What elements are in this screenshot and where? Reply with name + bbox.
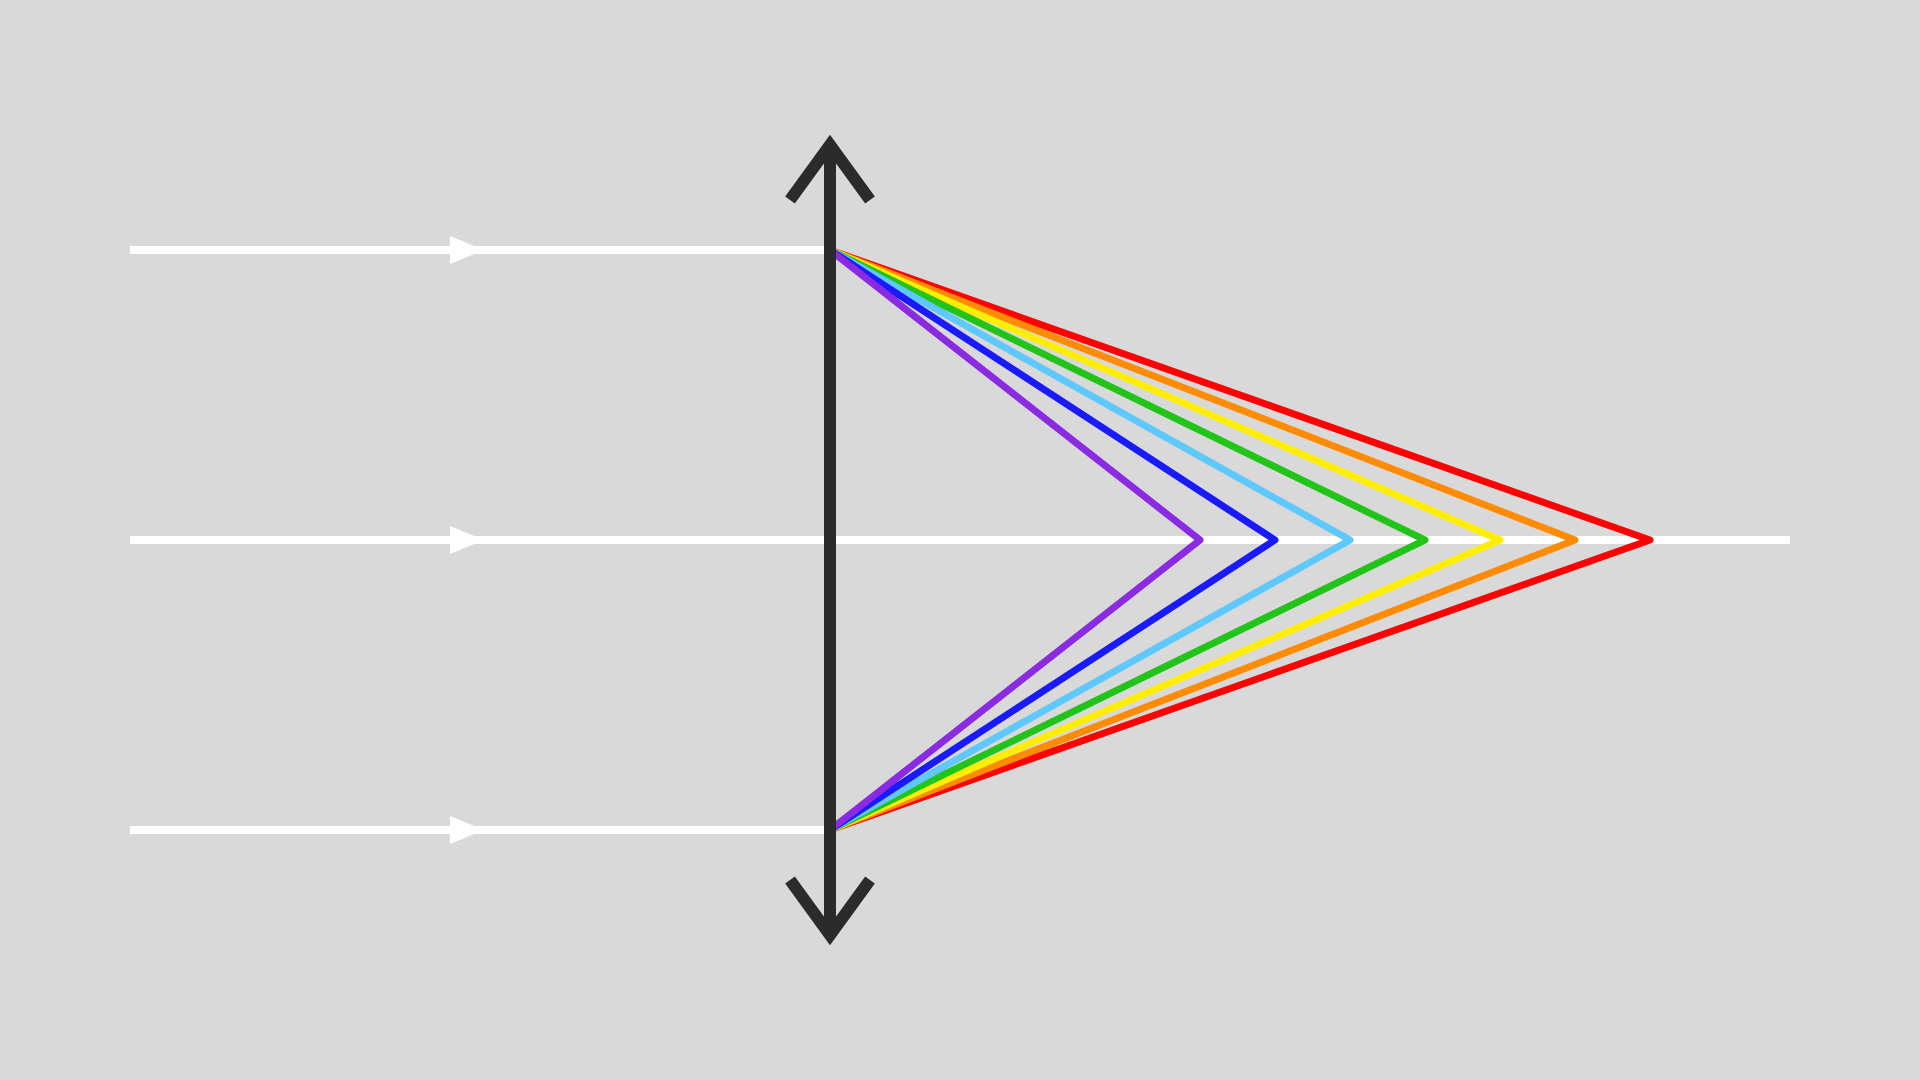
chromatic-aberration-diagram [0, 0, 1920, 1080]
